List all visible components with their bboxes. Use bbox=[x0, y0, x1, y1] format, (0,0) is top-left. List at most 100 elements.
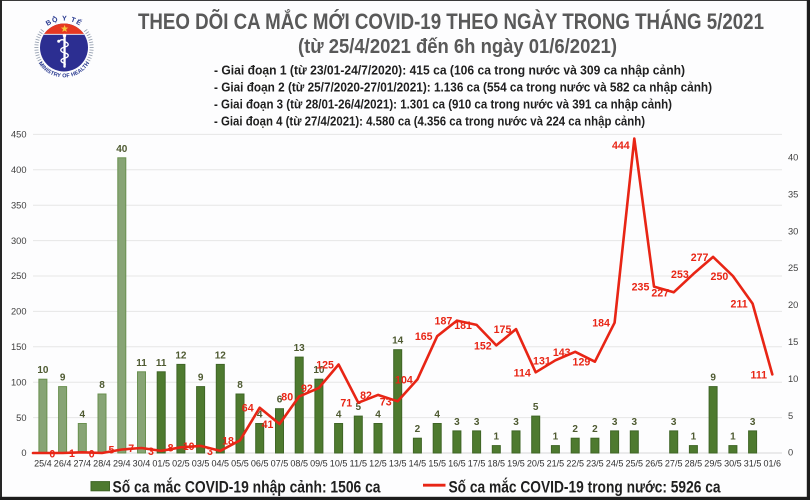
svg-text:02/5: 02/5 bbox=[172, 458, 190, 468]
svg-text:20: 20 bbox=[788, 300, 798, 310]
svg-text:40: 40 bbox=[116, 144, 128, 155]
svg-text:150: 150 bbox=[11, 342, 27, 352]
svg-text:300: 300 bbox=[11, 236, 27, 246]
svg-text:3: 3 bbox=[632, 417, 638, 428]
svg-text:152: 152 bbox=[474, 340, 492, 352]
svg-text:30/5: 30/5 bbox=[724, 458, 742, 468]
svg-text:0: 0 bbox=[49, 449, 55, 461]
svg-text:114: 114 bbox=[514, 367, 531, 379]
svg-text:22/5: 22/5 bbox=[566, 458, 584, 468]
svg-text:4: 4 bbox=[336, 410, 342, 421]
svg-text:01/5: 01/5 bbox=[152, 458, 170, 468]
svg-text:11: 11 bbox=[156, 358, 167, 369]
svg-text:THEO DÕI CA MẮC MỚI COVID-19 T: THEO DÕI CA MẮC MỚI COVID-19 THEO NGÀY T… bbox=[138, 9, 764, 34]
svg-text:- Giai đoạn 1 (từ 23/01-24/7/2: - Giai đoạn 1 (từ 23/01-24/7/2020): 415 … bbox=[214, 62, 685, 77]
svg-text:0: 0 bbox=[788, 448, 793, 458]
svg-text:27/4: 27/4 bbox=[74, 458, 92, 468]
svg-text:25/4: 25/4 bbox=[34, 458, 52, 468]
svg-text:12: 12 bbox=[215, 350, 227, 361]
svg-text:444: 444 bbox=[612, 140, 630, 152]
svg-text:2: 2 bbox=[572, 424, 578, 435]
svg-text:24/5: 24/5 bbox=[606, 458, 624, 468]
svg-text:30/4: 30/4 bbox=[133, 458, 151, 468]
svg-text:3: 3 bbox=[612, 417, 618, 428]
svg-text:8: 8 bbox=[237, 380, 243, 391]
svg-text:26/4: 26/4 bbox=[54, 458, 72, 468]
svg-text:15/5: 15/5 bbox=[428, 458, 446, 468]
svg-text:64: 64 bbox=[242, 403, 254, 415]
svg-text:25/5: 25/5 bbox=[626, 458, 644, 468]
svg-text:5: 5 bbox=[356, 402, 362, 413]
svg-text:13/5: 13/5 bbox=[389, 458, 407, 468]
svg-text:18: 18 bbox=[222, 435, 234, 447]
svg-text:8: 8 bbox=[99, 380, 105, 391]
svg-text:28/5: 28/5 bbox=[685, 458, 703, 468]
svg-text:3: 3 bbox=[454, 417, 460, 428]
svg-text:9: 9 bbox=[198, 373, 204, 384]
svg-text:4: 4 bbox=[257, 410, 263, 421]
svg-text:73: 73 bbox=[380, 396, 392, 408]
svg-text:227: 227 bbox=[651, 287, 669, 299]
svg-text:- Giai đoạn 4 (từ 27/4/2021):: - Giai đoạn 4 (từ 27/4/2021): 4.580 ca (… bbox=[214, 113, 645, 128]
svg-text:50: 50 bbox=[16, 413, 26, 423]
svg-text:06/5: 06/5 bbox=[251, 458, 269, 468]
svg-text:253: 253 bbox=[671, 269, 689, 281]
svg-text:01/6: 01/6 bbox=[764, 458, 782, 468]
svg-text:1: 1 bbox=[691, 432, 697, 443]
svg-text:400: 400 bbox=[11, 165, 27, 175]
svg-text:4: 4 bbox=[80, 410, 86, 421]
svg-text:8: 8 bbox=[168, 442, 174, 454]
svg-text:143: 143 bbox=[553, 347, 571, 359]
svg-text:175: 175 bbox=[494, 324, 512, 336]
svg-text:187: 187 bbox=[435, 316, 453, 328]
svg-text:2: 2 bbox=[592, 424, 598, 435]
svg-text:250: 250 bbox=[711, 271, 729, 283]
svg-text:5: 5 bbox=[788, 411, 793, 421]
svg-text:29/4: 29/4 bbox=[113, 458, 131, 468]
svg-text:31/5: 31/5 bbox=[744, 458, 762, 468]
svg-text:80: 80 bbox=[281, 391, 293, 403]
svg-text:19/5: 19/5 bbox=[507, 458, 525, 468]
svg-text:104: 104 bbox=[395, 374, 413, 386]
svg-text:05/5: 05/5 bbox=[231, 458, 249, 468]
svg-text:11: 11 bbox=[136, 358, 147, 369]
svg-text:25: 25 bbox=[788, 263, 798, 273]
svg-text:7: 7 bbox=[128, 443, 134, 455]
svg-text:92: 92 bbox=[301, 383, 313, 395]
svg-text:Số ca mắc COVID-19 trong nước:: Số ca mắc COVID-19 trong nước: 5926 ca bbox=[449, 478, 722, 497]
svg-text:11/5: 11/5 bbox=[350, 458, 368, 468]
svg-text:3: 3 bbox=[513, 417, 519, 428]
svg-text:(từ 25/4/2021 đến 6h ngày 01/6: (từ 25/4/2021 đến 6h ngày 01/6/2021) bbox=[298, 35, 617, 58]
svg-text:10: 10 bbox=[37, 365, 49, 376]
svg-text:277: 277 bbox=[691, 252, 709, 264]
svg-text:1: 1 bbox=[730, 432, 736, 443]
svg-text:1: 1 bbox=[69, 448, 75, 460]
svg-text:08/5: 08/5 bbox=[290, 458, 308, 468]
svg-text:450: 450 bbox=[11, 130, 27, 140]
svg-text:184: 184 bbox=[592, 318, 610, 330]
svg-text:04/5: 04/5 bbox=[212, 458, 230, 468]
svg-text:350: 350 bbox=[11, 200, 27, 210]
svg-text:20/5: 20/5 bbox=[527, 458, 545, 468]
svg-text:14/5: 14/5 bbox=[409, 458, 427, 468]
svg-text:28/4: 28/4 bbox=[93, 458, 111, 468]
svg-text:29/5: 29/5 bbox=[704, 458, 722, 468]
svg-text:0: 0 bbox=[21, 448, 26, 458]
svg-text:100: 100 bbox=[11, 377, 27, 387]
svg-text:6: 6 bbox=[277, 395, 283, 406]
svg-text:4: 4 bbox=[434, 410, 440, 421]
svg-text:26/5: 26/5 bbox=[645, 458, 663, 468]
svg-text:- Giai đoạn 3 (từ 28/01-26/4/2: - Giai đoạn 3 (từ 28/01-26/4/2021): 1.30… bbox=[214, 96, 672, 111]
svg-text:181: 181 bbox=[454, 320, 472, 332]
svg-text:5: 5 bbox=[109, 445, 115, 457]
svg-text:71: 71 bbox=[340, 398, 352, 410]
svg-text:3: 3 bbox=[750, 417, 756, 428]
svg-text:82: 82 bbox=[360, 390, 372, 402]
svg-text:21/5: 21/5 bbox=[547, 458, 565, 468]
svg-text:Số ca mắc COVID-19 nhập cảnh:: Số ca mắc COVID-19 nhập cảnh: 1506 ca bbox=[113, 478, 382, 497]
svg-text:12/5: 12/5 bbox=[369, 458, 387, 468]
svg-text:200: 200 bbox=[11, 307, 27, 317]
svg-text:5: 5 bbox=[533, 402, 539, 413]
svg-text:03/5: 03/5 bbox=[192, 458, 210, 468]
svg-text:9: 9 bbox=[60, 373, 66, 384]
